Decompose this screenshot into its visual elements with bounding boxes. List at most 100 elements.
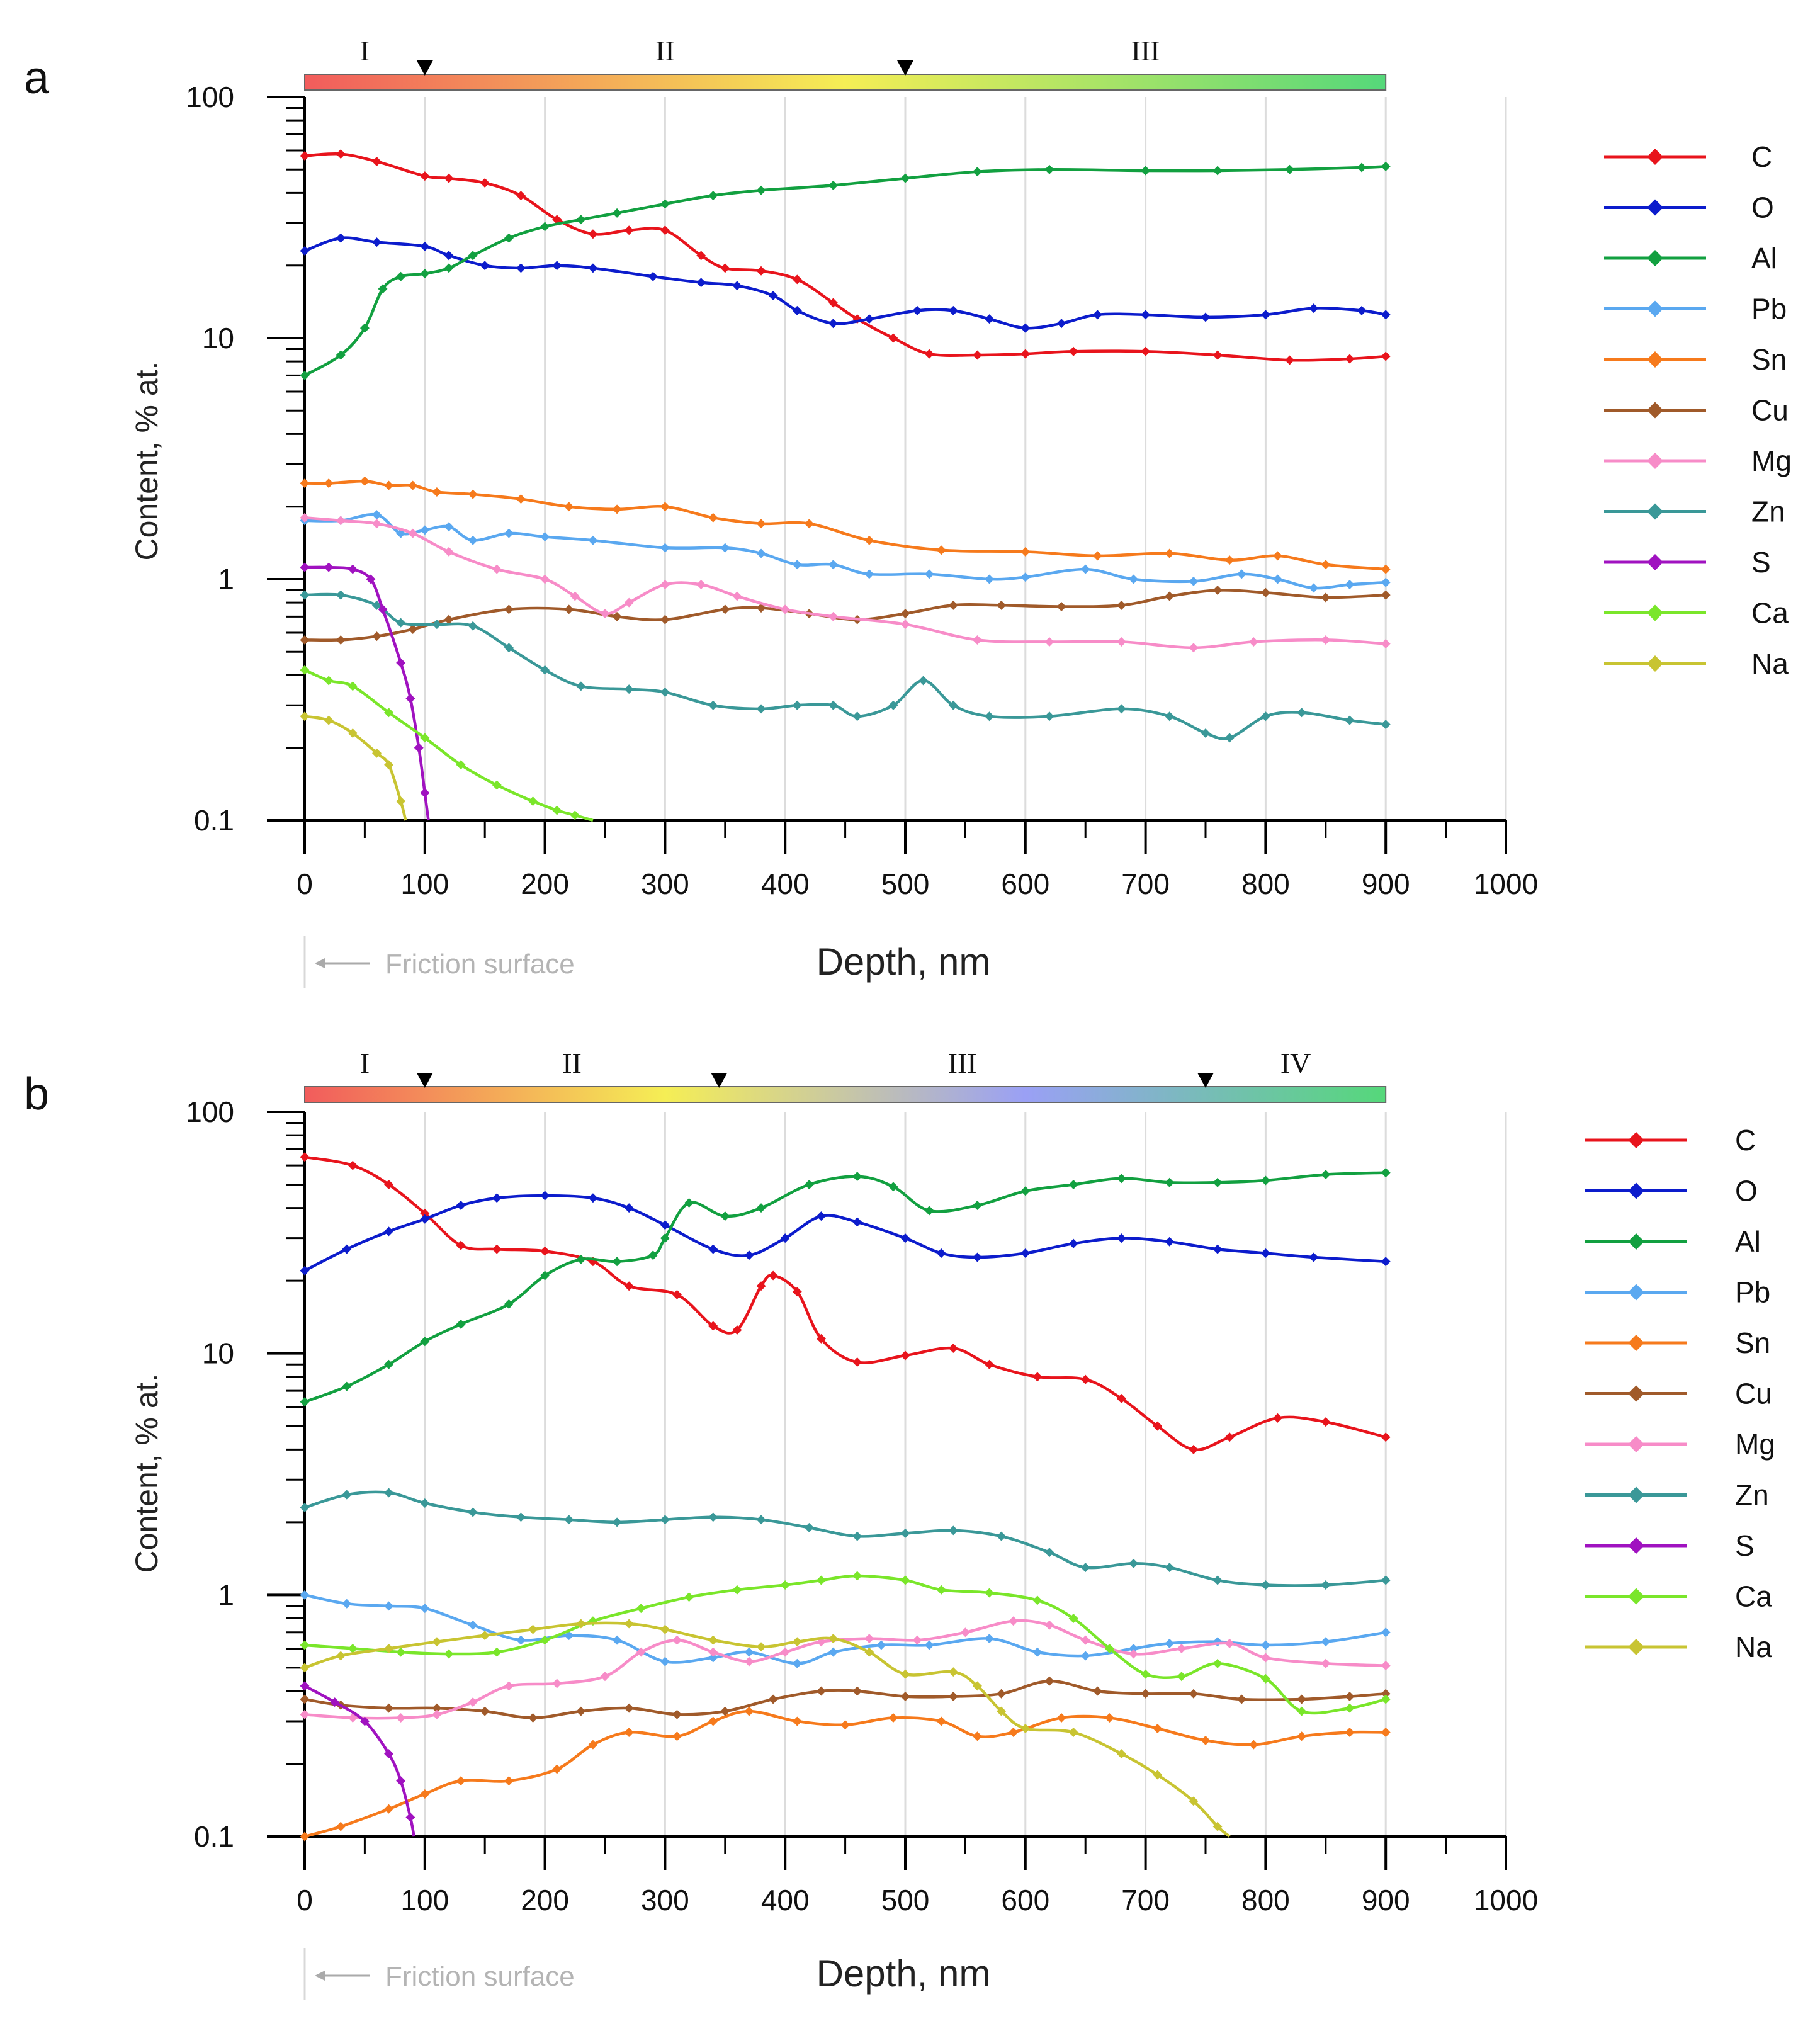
- panel-b: b Content, % at. Depth, nm Friction surf…: [24, 1047, 1775, 2000]
- y-tick-label: 1: [218, 563, 234, 596]
- legend-label: Al: [1735, 1225, 1761, 1258]
- data-point: [371, 631, 382, 642]
- legend-label: Pb: [1735, 1276, 1770, 1309]
- data-point: [936, 1585, 946, 1595]
- data-point: [1020, 323, 1031, 333]
- data-point: [1165, 1177, 1175, 1187]
- friction-surface-label: Friction surface: [385, 949, 575, 980]
- data-point: [924, 349, 934, 359]
- legend-label: Sn: [1735, 1327, 1770, 1359]
- data-point: [624, 1728, 634, 1737]
- data-point: [492, 564, 502, 574]
- data-point: [1224, 1432, 1235, 1442]
- data-point: [1345, 1692, 1355, 1702]
- data-point: [828, 180, 839, 190]
- data-point: [1177, 1643, 1187, 1653]
- data-point: [756, 704, 766, 714]
- legend: CO Al Pb Sn Cu Mg Zn S Ca Na: [1604, 140, 1792, 680]
- data-point: [1141, 1669, 1151, 1679]
- data-point: [828, 298, 839, 308]
- data-point: [300, 562, 310, 572]
- data-point: [371, 156, 382, 166]
- legend-item-ca: Ca: [1604, 597, 1789, 630]
- data-point: [900, 1528, 910, 1538]
- data-point: [756, 603, 766, 613]
- legend-diamond-icon: [1628, 1588, 1644, 1605]
- data-point: [504, 604, 514, 614]
- data-point: [1260, 1248, 1270, 1258]
- data-point: [540, 665, 550, 675]
- data-point: [552, 805, 562, 815]
- legend-diamond-icon: [1647, 199, 1663, 216]
- data-point: [342, 1381, 352, 1391]
- zone-boundary-marker-icon: [897, 60, 913, 76]
- zone-boundary-marker-icon: [416, 60, 433, 76]
- data-point: [336, 149, 346, 159]
- data-point: [612, 1635, 622, 1645]
- data-point: [300, 370, 310, 380]
- legend-item-c: C: [1585, 1124, 1756, 1157]
- data-point: [852, 1357, 862, 1367]
- data-point: [828, 1647, 839, 1657]
- data-point: [420, 171, 430, 181]
- data-point: [564, 604, 574, 614]
- data-point: [1381, 1432, 1391, 1442]
- legend-label: O: [1735, 1175, 1758, 1208]
- data-point: [324, 676, 334, 686]
- data-point: [756, 266, 766, 276]
- x-tick-label: 500: [881, 868, 930, 900]
- data-point: [300, 1681, 310, 1691]
- data-point: [1321, 560, 1331, 570]
- series-line-cu: [304, 589, 1386, 642]
- data-point: [1165, 1563, 1175, 1573]
- legend-item-na: Na: [1585, 1631, 1772, 1663]
- data-point: [384, 1601, 394, 1611]
- data-point: [1381, 1257, 1391, 1267]
- data-point: [840, 1720, 851, 1730]
- legend-diamond-icon: [1647, 149, 1663, 165]
- data-point: [405, 694, 415, 704]
- data-point: [1357, 162, 1367, 173]
- data-point: [444, 173, 454, 183]
- series-o: [300, 233, 1391, 333]
- data-point: [997, 1531, 1007, 1541]
- friction-surface-note: Friction surface: [303, 1948, 575, 2000]
- legend-label: Ca: [1751, 597, 1789, 630]
- data-point: [504, 1299, 514, 1309]
- data-point: [804, 519, 814, 529]
- data-point: [300, 1709, 310, 1719]
- data-point: [456, 1240, 466, 1250]
- y-tick-label: 1: [218, 1578, 234, 1611]
- zone-label: I: [360, 1047, 370, 1079]
- data-point: [900, 1692, 910, 1702]
- data-point: [1020, 546, 1031, 557]
- data-point: [576, 215, 586, 225]
- data-point: [985, 1634, 995, 1644]
- legend-diamond-icon: [1647, 453, 1663, 469]
- data-point: [1272, 574, 1282, 584]
- data-point: [864, 1647, 874, 1657]
- data-point: [588, 1740, 598, 1750]
- data-point: [852, 1217, 862, 1227]
- data-point: [972, 167, 982, 177]
- data-point: [444, 546, 454, 557]
- data-point: [828, 611, 839, 621]
- series-line-pb: [304, 512, 1386, 590]
- data-point: [420, 1604, 430, 1614]
- series-line-cu: [304, 1679, 1386, 1719]
- legend-item-s: S: [1604, 546, 1771, 579]
- data-point: [864, 1634, 874, 1644]
- data-point: [1032, 1595, 1043, 1605]
- data-point: [432, 620, 442, 630]
- legend-item-o: O: [1585, 1175, 1758, 1208]
- data-point: [588, 229, 598, 239]
- data-point: [342, 1490, 352, 1500]
- legend-label: Ca: [1735, 1580, 1772, 1613]
- data-point: [1297, 708, 1307, 718]
- series-s: [300, 1681, 415, 1837]
- data-point: [864, 569, 874, 579]
- y-tick-label: 100: [186, 81, 234, 113]
- data-point: [1104, 1712, 1114, 1723]
- data-point: [756, 1642, 766, 1652]
